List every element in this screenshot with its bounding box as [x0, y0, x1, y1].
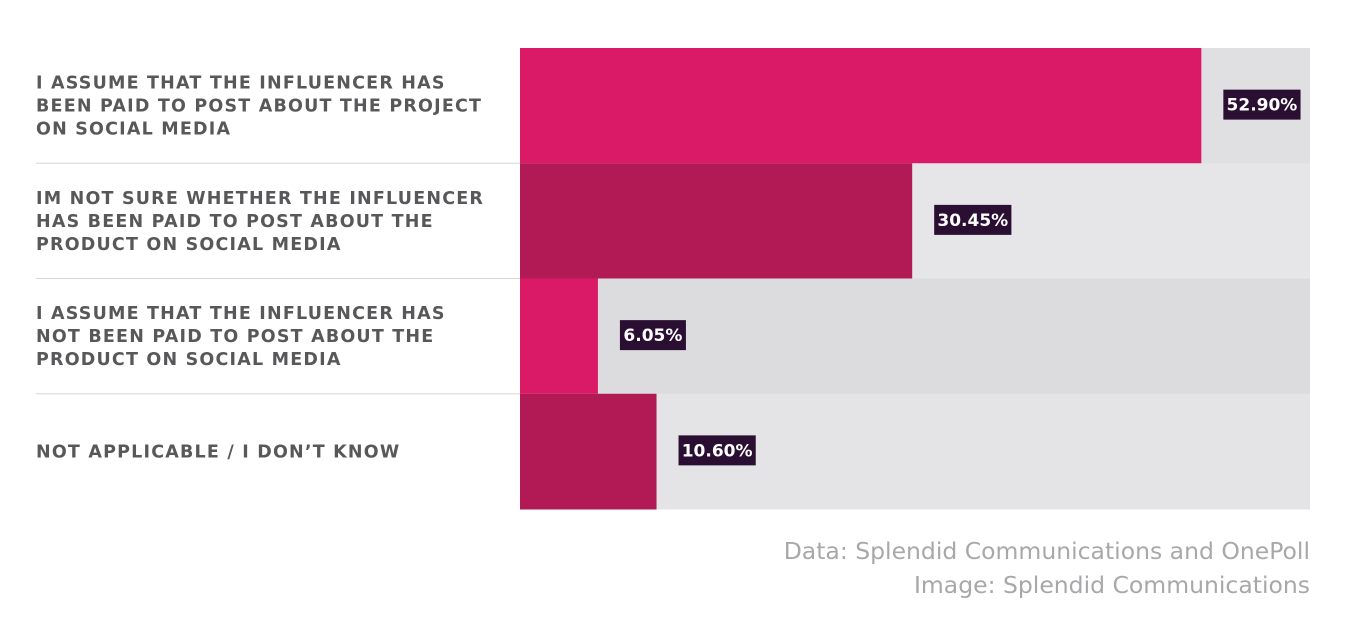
source-data-line: Data: Splendid Communications and OnePol…: [783, 537, 1310, 565]
category-label: NOT APPLICABLE / I DON’T KNOW: [36, 442, 400, 462]
bar: [520, 278, 598, 395]
category-label-line: ON SOCIAL MEDIA: [36, 120, 231, 140]
bar: [520, 163, 913, 279]
data-label: 52.90%: [1223, 89, 1301, 120]
category-label: I ASSUME THAT THE INFLUENCER HAS BEEN PAI…: [36, 74, 482, 140]
category-label-line: NOT APPLICABLE / I DON’T KNOW: [36, 442, 400, 462]
category-label: IM NOT SURE WHETHER THE INFLUENCER HAS BE…: [36, 189, 484, 255]
category-label-line: PRODUCT ON SOCIAL MEDIA: [36, 235, 342, 255]
category-label-line: I ASSUME THAT THE INFLUENCER HAS: [36, 74, 446, 94]
bar: [520, 393, 657, 510]
data-label-box: [1223, 89, 1301, 120]
data-label-text: 52.90%: [1227, 96, 1298, 116]
bar: [520, 48, 1202, 164]
data-label-text: 10.60%: [682, 441, 753, 461]
category-label-line: I ASSUME THAT THE INFLUENCER HAS: [36, 304, 446, 324]
category-label-line: NOT BEEN PAID TO POST ABOUT THE: [36, 327, 434, 347]
source-credit: Data: Splendid Communications and OnePol…: [784, 534, 1310, 602]
category-label-line: HAS BEEN PAID TO POST ABOUT THE: [36, 212, 434, 232]
category-label-line: BEEN PAID TO POST ABOUT THE PROJECT: [36, 97, 482, 117]
source-image-line: Image: Splendid Communications: [913, 571, 1310, 599]
data-label-text: 30.45%: [937, 211, 1008, 231]
category-label-line: IM NOT SURE WHETHER THE INFLUENCER: [36, 189, 484, 209]
data-label: 30.45%: [934, 204, 1012, 235]
data-label: 10.60%: [678, 435, 756, 466]
category-label: I ASSUME THAT THE INFLUENCER HAS NOT BEEN…: [36, 304, 446, 370]
data-label-text: 6.05%: [623, 326, 682, 346]
category-label-line: PRODUCT ON SOCIAL MEDIA: [36, 350, 342, 370]
data-label-box: [619, 320, 686, 351]
data-label: 6.05%: [619, 320, 686, 351]
data-label-box: [934, 204, 1012, 235]
data-label-box: [678, 435, 756, 466]
